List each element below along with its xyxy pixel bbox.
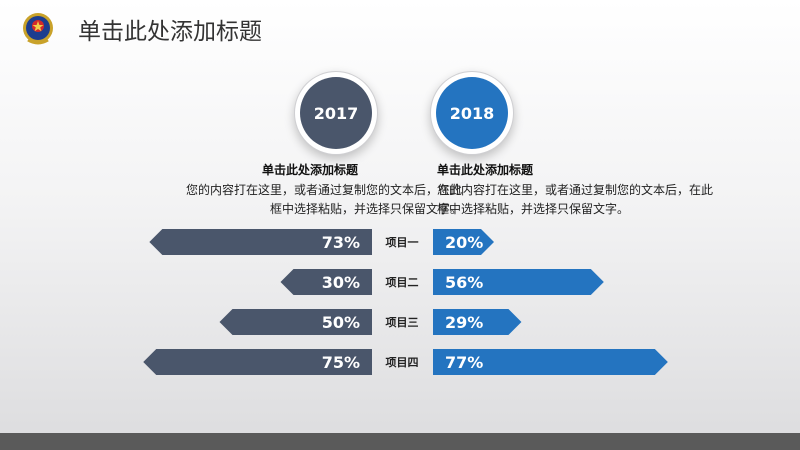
item-label-1: 项目一 [386,236,419,249]
right-bar-2 [433,269,604,295]
right-bar-3 [433,309,522,335]
right-text-block: 单击此处添加标题 您的内容打在这里，或者通过复制您的文本后，在此 框中选择粘贴，… [437,161,757,219]
year-2017-circle: 2017 [300,77,372,149]
page-title: 单击此处添加标题 [78,19,262,45]
police-emblem-icon [23,13,53,45]
right-value-label-4: 77% [445,353,483,372]
left-heading: 单击此处添加标题 [262,163,359,177]
left-body: 您的内容打在这里，或者通过复制您的文本后，在此 框中选择粘贴，并选择只保留文字。 [62,181,462,219]
left-value-label-4: 75% [322,353,360,372]
right-bar-4 [433,349,668,375]
item-label-4: 项目四 [386,356,419,369]
right-body-line-2: 框中选择粘贴，并选择只保留文字。 [437,202,630,216]
right-value-label-1: 20% [445,233,483,252]
right-bar-1 [433,229,494,255]
item-label-2: 项目二 [386,276,419,289]
right-value-label-2: 56% [445,273,483,292]
right-heading: 单击此处添加标题 [437,163,534,177]
left-value-label-2: 30% [322,273,360,292]
left-bar-2 [280,269,372,295]
footer-bar [0,433,800,450]
left-value-label-1: 73% [322,233,360,252]
left-bar-1 [149,229,372,255]
left-text-block: 单击此处添加标题 您的内容打在这里，或者通过复制您的文本后，在此 框中选择粘贴，… [186,161,462,219]
right-body: 您的内容打在这里，或者通过复制您的文本后，在此 框中选择粘贴，并选择只保留文字。 [437,181,757,219]
year-2018-label: 2018 [449,103,495,123]
left-body-line-2: 框中选择粘贴，并选择只保留文字。 [269,202,462,216]
year-2018-circle: 2018 [436,77,508,149]
left-bar-4 [143,349,372,375]
left-body-line-1: 您的内容打在这里，或者通过复制您的文本后，在此 [185,183,462,197]
right-value-label-3: 29% [445,313,483,332]
left-bar-3 [219,309,372,335]
left-value-label-3: 50% [322,313,360,332]
year-2017-label: 2017 [313,103,359,123]
right-body-line-1: 您的内容打在这里，或者通过复制您的文本后，在此 [437,183,714,197]
item-label-3: 项目三 [386,316,419,329]
